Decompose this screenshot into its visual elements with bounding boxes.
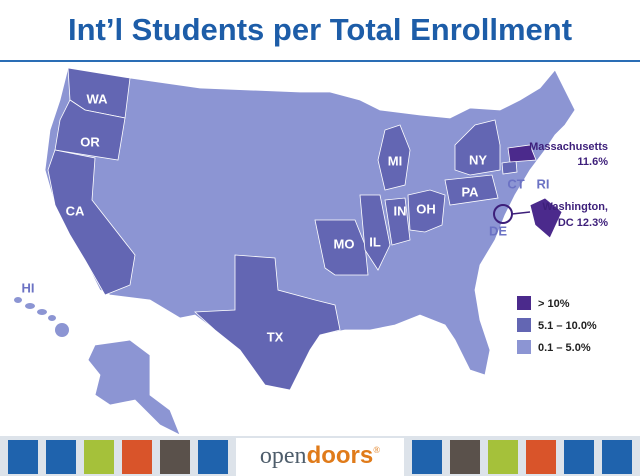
state-label: RI	[537, 176, 550, 191]
logo-mark: ®	[373, 445, 380, 455]
state-tx	[194, 254, 341, 391]
dc-enlarged	[529, 197, 563, 239]
alaska	[87, 339, 181, 436]
title: Int’l Students per Total Enrollment	[68, 12, 572, 47]
state-label: OR	[80, 134, 100, 149]
state-label: DE	[489, 223, 507, 238]
legend-swatch	[517, 318, 531, 332]
footer-tile	[8, 440, 38, 474]
state-label: NY	[469, 152, 487, 167]
title-rule	[0, 60, 640, 62]
state-or	[54, 99, 126, 161]
footer-tile	[526, 440, 556, 474]
callout-value: DC 12.3%	[558, 217, 608, 229]
logo-box	[236, 438, 404, 476]
footer-tile	[122, 440, 152, 474]
legend-swatch	[517, 340, 531, 354]
legend-label: > 10%	[538, 298, 570, 310]
state-label: WA	[87, 91, 109, 106]
state-ct	[501, 160, 518, 175]
state-mi	[377, 124, 411, 191]
callout-name: Washington,	[542, 201, 608, 213]
state-label: HI	[22, 280, 35, 295]
footer-tile	[160, 440, 190, 474]
logo: opendoors®	[260, 442, 380, 469]
footer: opendoors®	[0, 436, 640, 476]
legend-label: 0.1 – 5.0%	[538, 342, 591, 354]
state-oh	[407, 189, 446, 233]
state-label: CA	[66, 203, 85, 218]
footer-tile	[564, 440, 594, 474]
state-mo	[314, 219, 369, 276]
footer-tile	[602, 440, 632, 474]
callout-name: Massachusetts	[529, 141, 608, 153]
footer-tile	[450, 440, 480, 474]
state-label: MI	[388, 153, 402, 168]
dc-leader	[511, 211, 531, 215]
state-label: PA	[461, 184, 479, 199]
legend-label: 5.1 – 10.0%	[538, 320, 597, 332]
us-mainland	[44, 67, 576, 391]
state-in	[384, 197, 411, 246]
footer-tile	[46, 440, 76, 474]
footer-tile	[488, 440, 518, 474]
state-pa	[444, 174, 499, 206]
state-label: OH	[416, 201, 436, 216]
logo-doors: doors	[307, 442, 374, 469]
state-label: IN	[394, 203, 407, 218]
logo-open: open	[260, 443, 307, 469]
callout-value: 11.6%	[577, 156, 608, 168]
footer-tile	[198, 440, 228, 474]
footer-tile	[84, 440, 114, 474]
state-ny	[454, 119, 501, 176]
state-label: MO	[334, 236, 355, 251]
state-ma	[507, 144, 537, 163]
state-label: CT	[507, 176, 524, 191]
hawaii	[14, 297, 69, 337]
state-label: IL	[369, 234, 381, 249]
legend-swatch	[517, 296, 531, 310]
state-label: TX	[267, 329, 284, 344]
state-il	[359, 194, 391, 271]
footer-tile	[412, 440, 442, 474]
legend: > 10% 5.1 – 10.0% 0.1 – 5.0%	[517, 296, 597, 354]
state-ca	[47, 149, 136, 296]
